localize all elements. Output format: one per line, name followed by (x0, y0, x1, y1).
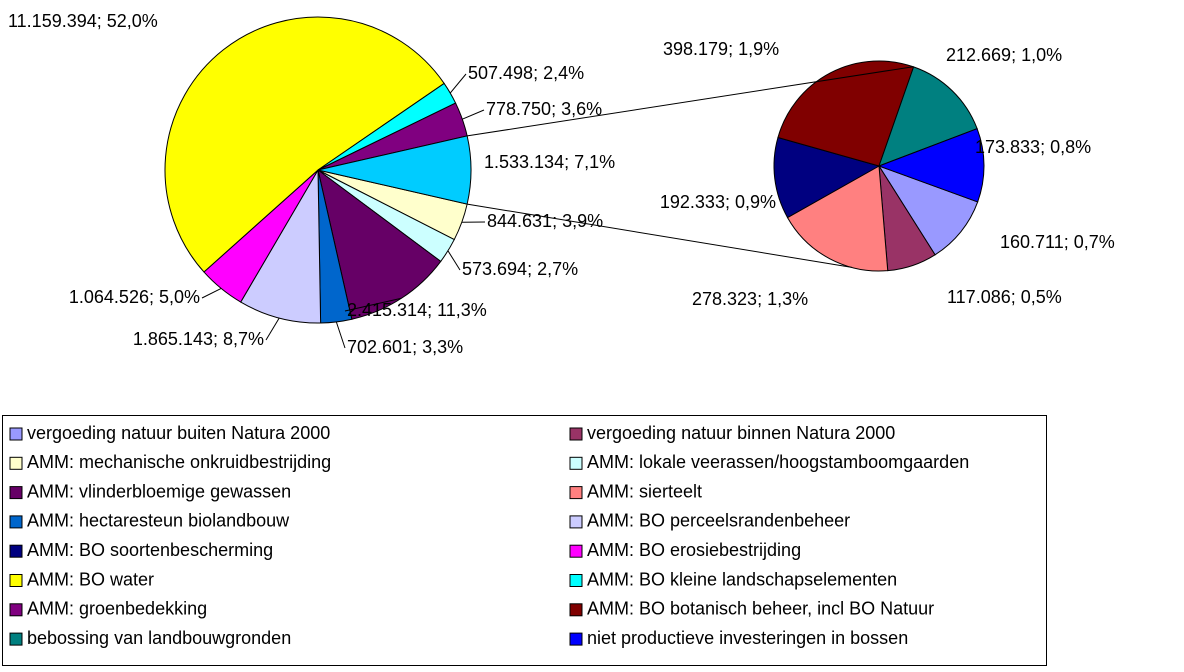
leader-line (265, 317, 280, 341)
data-label: 1.064.526; 5,0% (69, 287, 200, 307)
data-label: 160.711; 0,7% (1000, 232, 1115, 252)
legend-swatch (569, 427, 583, 441)
data-label: 573.694; 2,7% (462, 259, 578, 279)
legend-swatch (9, 603, 23, 617)
legend-swatch (569, 456, 583, 470)
legend-label: vergoeding natuur binnen Natura 2000 (587, 423, 895, 443)
pie-slice (773, 136, 881, 219)
data-label: 278.323; 1,3% (692, 289, 808, 309)
connector-line (467, 66, 914, 137)
legend-label: niet productieve investeringen in bossen (587, 628, 908, 648)
legend-swatch (9, 456, 23, 470)
connector-line (467, 203, 852, 268)
legend-label: AMM: BO soortenbescherming (27, 540, 273, 560)
pie-slice (240, 168, 322, 324)
legend-swatch (569, 632, 583, 646)
data-label: 1.865.143; 8,7% (133, 329, 264, 349)
data-label: 192.333; 0,9% (660, 192, 776, 212)
pie-slice (777, 60, 915, 167)
legend-swatch (569, 486, 583, 500)
data-label: 11.159.394; 52,0% (8, 11, 158, 31)
legend-swatch (569, 515, 583, 529)
data-label: 507.498; 2,4% (468, 63, 584, 83)
data-label: 1.533.134; 7,1% (484, 152, 615, 172)
leader-line (344, 297, 402, 312)
legend-label: AMM: BO kleine landschapselementen (587, 569, 897, 589)
legend-label: AMM: BO perceelsrandenbeheer (587, 511, 850, 531)
legend-label: AMM: lokale veerassen/hoogstamboomgaarde… (587, 452, 969, 472)
leader-line (335, 321, 346, 349)
data-label: 117.086; 0,5% (947, 287, 1062, 307)
legend-label: AMM: hectaresteun biolandbouw (27, 511, 290, 531)
legend-label: AMM: vlinderbloemige gewassen (27, 481, 291, 501)
data-label: 173.833; 0,8% (975, 137, 1091, 157)
data-label: 398.179; 1,9% (663, 39, 779, 59)
legend-swatch (9, 427, 23, 441)
leader-line (201, 288, 222, 299)
data-label: 212.669; 1,0% (946, 45, 1062, 65)
legend-label: AMM: mechanische onkruidbestrijding (27, 452, 331, 472)
pie-slice (786, 165, 889, 272)
leader-line (447, 250, 461, 271)
legend-swatch (9, 544, 23, 558)
data-label: 2.415.314; 11,3% (347, 300, 487, 320)
legend-label: AMM: sierteelt (587, 481, 702, 501)
legend-swatch (9, 574, 23, 587)
legend-label: vergoeding natuur buiten Natura 2000 (27, 423, 330, 443)
leader-line (449, 73, 467, 94)
data-label: 778.750; 3,6% (486, 99, 602, 119)
pie-slice (877, 165, 979, 256)
legend-swatch (569, 603, 583, 617)
legend-label: AMM: BO water (27, 569, 154, 589)
legend-label: AMM: groenbedekking (27, 599, 207, 619)
legend-swatch (9, 486, 23, 500)
pie-slice (877, 128, 985, 203)
legend-swatch (569, 544, 583, 558)
pie-slice (164, 16, 445, 273)
legend-label: AMM: BO botanisch beheer, incl BO Natuur (587, 599, 934, 619)
pie-slice (878, 66, 978, 167)
leader-line (462, 109, 485, 120)
legend-swatch (9, 515, 23, 529)
legend-label: AMM: BO erosiebestrijding (587, 540, 801, 560)
legend-swatch (9, 632, 23, 646)
data-label: 702.601; 3,3% (347, 337, 463, 357)
legend-swatch (569, 574, 583, 587)
legend-box (2, 415, 1047, 666)
data-label: 844.631; 3,9% (487, 211, 603, 231)
legend-label: bebossing van landbouwgronden (27, 628, 291, 648)
